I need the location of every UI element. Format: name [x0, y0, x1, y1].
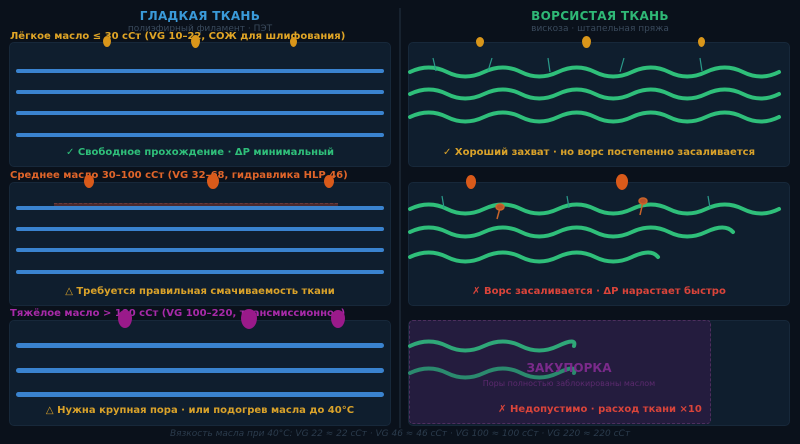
smooth-fiber — [16, 270, 384, 274]
smooth-fabric-title: ГЛАДКАЯ ТКАНЬ — [139, 9, 261, 23]
pile-fibers-light — [408, 57, 781, 124]
panel-smooth-medium: △ Требуется правильная смачиваемость тка… — [9, 182, 391, 306]
oil-droplet-icon — [103, 36, 111, 47]
oil-droplet-icon — [698, 37, 705, 47]
oil-droplet-icon — [331, 310, 345, 328]
pile-fibers-medium — [408, 195, 781, 264]
panel-pile-light: ✓ Хороший захват · но ворс постепенно за… — [408, 42, 790, 167]
oil-droplet-icon — [582, 36, 591, 48]
column-divider — [399, 8, 401, 428]
smooth-fiber — [16, 133, 384, 137]
smooth-fiber — [16, 368, 384, 373]
row-label-light-oil: Лёгкое масло ≤ 30 сСт (VG 10–22, СОЖ для… — [10, 31, 346, 42]
pile-fabric-subtitle: вискоза · штапельная пряжа — [531, 24, 669, 34]
oil-droplet-icon — [191, 35, 200, 48]
oil-droplet-icon — [118, 310, 132, 328]
panel-smooth-light: ✓ Свободное прохождение · ΔP минимальный — [9, 42, 391, 167]
oil-droplet-icon — [84, 175, 94, 188]
clog-subtitle: Поры полностью заблокированы маслом — [482, 379, 656, 388]
smooth-fabric-subtitle: полиэфирный филамент · ПЭТ — [127, 24, 273, 34]
row-label-medium-oil: Среднее масло 30–100 сСт (VG 32–68, гидр… — [10, 170, 348, 181]
smooth-fiber — [16, 392, 384, 397]
pile-fibers-heavy — [408, 339, 577, 380]
oil-droplet-icon — [324, 175, 334, 188]
smooth-fiber — [16, 227, 384, 231]
clog-title: ЗАКУПОРКА — [526, 361, 612, 375]
caption-pile-heavy: ✗ Недопустимо · расход ткани ×10 — [498, 404, 702, 415]
oil-droplet-icon — [241, 309, 257, 329]
oil-droplet-icon — [207, 174, 219, 189]
caption-pile-light: ✓ Хороший захват · но ворс постепенно за… — [443, 147, 755, 158]
oil-droplet-icon — [466, 175, 476, 189]
smooth-fiber — [16, 343, 384, 348]
oil-film-layer — [54, 203, 338, 206]
caption-smooth-heavy: △ Нужна крупная пора · или подогрев масл… — [45, 405, 355, 416]
smooth-fiber — [16, 248, 384, 252]
smooth-fiber — [16, 111, 384, 115]
smooth-fiber — [16, 69, 384, 73]
oil-droplet-icon — [616, 174, 628, 190]
pile-fabric-title: ВОРСИСТАЯ ТКАНЬ — [531, 9, 669, 23]
smooth-fiber — [16, 206, 384, 210]
row-label-heavy-oil: Тяжёлое масло > 100 сСт (VG 100–220, тра… — [10, 308, 346, 319]
panel-smooth-heavy: △ Нужна крупная пора · или подогрев масл… — [9, 320, 391, 426]
viscosity-footnote: Вязкость масла при 40°C: VG 22 ≈ 22 сСт … — [169, 429, 631, 439]
oil-droplet-icon — [290, 37, 297, 47]
caption-pile-medium: ✗ Ворс засаливается · ΔP нарастает быстр… — [472, 286, 726, 297]
caption-smooth-medium: △ Требуется правильная смачиваемость тка… — [65, 286, 335, 297]
smooth-fiber — [16, 90, 384, 94]
oil-droplet-icon — [476, 37, 484, 47]
caption-smooth-light: ✓ Свободное прохождение · ΔP минимальный — [65, 147, 335, 158]
